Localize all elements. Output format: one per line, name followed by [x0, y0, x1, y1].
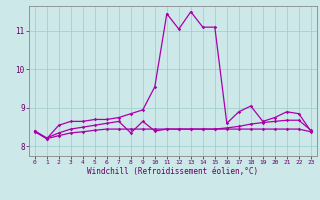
X-axis label: Windchill (Refroidissement éolien,°C): Windchill (Refroidissement éolien,°C) — [87, 167, 258, 176]
